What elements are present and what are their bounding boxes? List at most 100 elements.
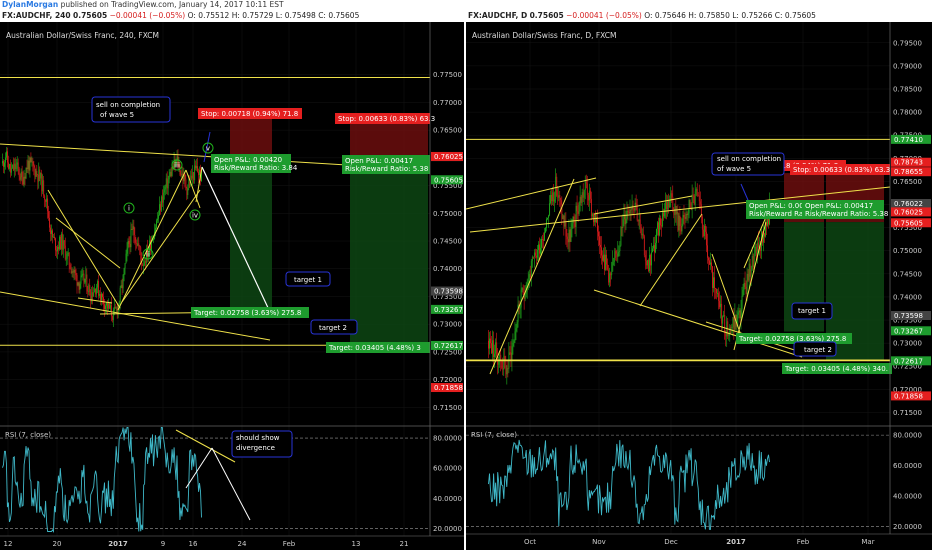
right-price-axis[interactable]: 0.795000.790000.785000.780000.775000.770… [889,22,931,534]
candle-body [55,238,56,251]
time-axis-bg [0,536,464,550]
pnl-label-bg [802,200,884,219]
candle-body [15,164,17,170]
candle-body [620,226,622,246]
candle-body [521,288,523,290]
candle-body [654,245,655,253]
candle-body [137,243,139,246]
candle-body [556,176,558,196]
candle-body [650,254,651,266]
candle-body [138,243,140,247]
right-drawings [466,138,891,375]
candle-body [62,240,64,250]
y-tick-label: 0.75000 [893,247,922,255]
rsi-tick-label: 40.0000 [893,492,922,500]
candle-body [630,209,632,211]
right-ohlc-header: FX:AUDCHF, D 0.75605 −0.00041 (−0.05%) O… [468,11,816,21]
annotation-box [791,302,833,320]
candle-body [537,249,538,258]
candle-body [754,246,756,254]
candle-body [18,168,20,177]
left-price-axis[interactable]: 0.775000.770000.765000.760000.755000.750… [429,22,463,536]
wave-label: ii [146,251,150,259]
candle-body [640,227,642,236]
candle-body [749,263,751,277]
candle-body [572,216,574,224]
candle-body [725,331,727,337]
target-label-bg [191,307,309,318]
trendline [469,186,891,233]
candle-body [81,274,83,276]
candle-body [710,262,711,265]
candle-body [707,245,708,258]
annotation-text: sell on completion [96,101,160,109]
candle-body [156,220,157,228]
candle-body [58,246,59,250]
candle-body [720,303,722,308]
candle-body [684,217,686,219]
candle-body [565,222,567,237]
trendline [185,169,201,209]
trendline [489,178,575,375]
candle-body [597,217,598,232]
candle-body [618,251,620,252]
right-chart-panel[interactable]: Australian Dollar/Swiss Franc, D, FXCM St… [466,22,932,550]
candle-body [721,303,723,324]
candle-body [109,305,111,309]
price-tag-label: 0.72617 [434,342,463,350]
candle-body [12,164,14,171]
candle-body [660,218,662,226]
price-tag-label: 0.76022 [894,200,923,208]
right-time-axis[interactable]: Oct Nov Dec 2017 Feb Mar [466,533,932,550]
annotation-text: target 1 [798,307,826,315]
candle-body [717,293,719,294]
left-rsi-pane[interactable]: 80.0000 60.0000 40.0000 20.0000 RSI (7, clos… [0,425,464,533]
candle-body [90,295,92,302]
candle-body [49,217,51,228]
left-time-axis[interactable]: 12 20 2017 9 16 24 Feb 13 21 [0,535,464,550]
left-chart-panel[interactable]: Australian Dollar/Swiss Franc, 240, FXCM… [0,22,464,550]
price-tag-label: 0.73598 [434,288,463,296]
candle-body [600,244,601,248]
candle-body [119,287,121,303]
candle-body [574,220,576,227]
x-tick-label: 9 [161,540,165,548]
candle-body [124,263,126,269]
candle-body [185,179,187,189]
candle-body [539,244,540,254]
trendline [711,253,743,339]
candle-body [67,252,69,254]
candle-body [628,211,630,214]
candle-body [756,242,758,260]
annotation-box [793,341,837,357]
candle-body [189,181,191,186]
candle-body [148,251,150,257]
candle-body [520,289,522,308]
candle-body [659,218,660,236]
candle-body [142,263,144,267]
candle-body [568,229,570,243]
target-label: Target: 0.03405 (4.48%) 340. [784,365,888,373]
candle-body [5,157,6,163]
candle-body [59,236,61,250]
candle-body [10,168,12,173]
author-name[interactable]: DylanMorgan [2,0,59,9]
candle-body [683,215,685,218]
candle-body [744,282,746,287]
candle-body [60,233,62,250]
candle-body [522,288,524,295]
candle-body [129,243,131,248]
candle-body [152,239,153,242]
annotation-text: target 2 [319,324,347,332]
candle-body [692,194,694,196]
target-label-bg [326,342,430,353]
candle-body [609,273,611,283]
right-rsi-pane[interactable]: 80.0000 60.0000 40.0000 20.0000 RSI (7, clos… [466,425,932,531]
candle-body [80,275,82,284]
candle-body [500,354,502,361]
candle-body [51,230,52,234]
candle-body [151,241,152,250]
trendline [593,195,693,215]
candle-body [501,360,503,369]
candle-body [198,171,200,176]
